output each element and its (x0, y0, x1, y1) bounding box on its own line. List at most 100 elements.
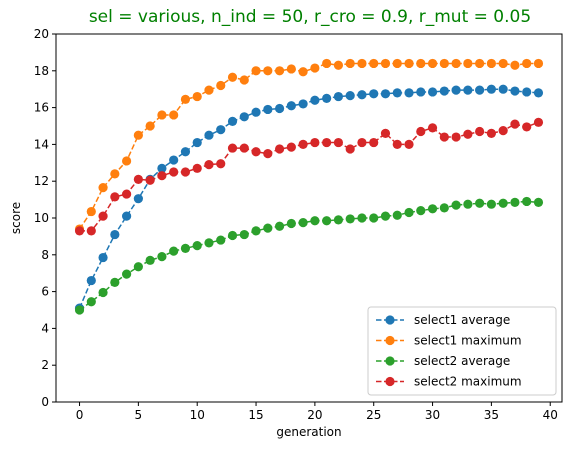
data-point (216, 80, 226, 91)
data-point (392, 88, 402, 98)
data-point (369, 137, 379, 148)
data-point (322, 216, 332, 226)
legend-marker (385, 315, 395, 325)
data-point (74, 226, 85, 236)
series-line (79, 121, 539, 232)
legend: select1 average select1 maximum select2 av… (367, 306, 557, 396)
data-point (416, 58, 426, 69)
data-point (169, 155, 179, 165)
data-point (216, 235, 226, 245)
data-point (192, 163, 202, 173)
data-point (239, 143, 249, 153)
data-point (145, 175, 155, 185)
series-select2-maximum (74, 117, 544, 236)
data-point (180, 94, 191, 104)
data-point (251, 107, 261, 117)
data-point (357, 58, 367, 69)
data-point (110, 229, 120, 240)
y-tick-label: 18 (34, 64, 49, 78)
legend-entry: select2 average (414, 354, 510, 368)
y-tick-label: 16 (34, 101, 49, 115)
plot-area (74, 58, 544, 315)
data-point (533, 117, 544, 127)
data-point (192, 137, 202, 148)
data-point (345, 91, 355, 101)
data-point (380, 58, 391, 69)
data-point (133, 194, 143, 204)
data-point (369, 89, 379, 99)
data-point (486, 128, 496, 138)
data-point (274, 66, 285, 76)
data-point (180, 147, 191, 157)
data-point (110, 277, 120, 287)
data-point (369, 58, 379, 69)
data-point (251, 66, 261, 76)
data-point (486, 84, 496, 94)
data-point (86, 275, 96, 286)
data-point (486, 58, 496, 69)
data-point (263, 104, 273, 115)
data-point (98, 183, 108, 193)
data-point (204, 85, 214, 95)
x-tick-label: 0 (76, 408, 84, 422)
data-point (533, 197, 544, 207)
data-point (298, 67, 308, 77)
data-point (357, 137, 367, 148)
data-point (380, 128, 391, 138)
data-point (133, 262, 143, 272)
data-point (122, 189, 132, 199)
data-point (522, 196, 532, 207)
data-point (510, 197, 520, 207)
data-point (416, 87, 426, 97)
data-point (251, 147, 261, 157)
data-point (475, 126, 485, 137)
y-tick-label: 8 (41, 248, 49, 262)
data-point (298, 218, 308, 228)
data-point (439, 132, 449, 142)
series-select2-average (74, 196, 544, 315)
data-point (416, 126, 426, 137)
data-point (404, 58, 414, 69)
data-point (98, 287, 108, 298)
data-point (439, 86, 449, 96)
data-point (416, 206, 426, 216)
data-point (227, 72, 238, 82)
data-point (463, 85, 473, 95)
data-point (522, 87, 532, 97)
data-point (404, 139, 414, 149)
chart-title: sel = various, n_ind = 50, r_cro = 0.9, … (89, 7, 531, 27)
data-point (227, 116, 238, 126)
legend-box (367, 306, 557, 396)
data-point (98, 211, 108, 221)
data-point (380, 89, 391, 99)
data-point (192, 241, 202, 251)
series-line (79, 200, 539, 311)
data-point (169, 110, 179, 120)
data-point (169, 246, 179, 256)
x-tick-label: 40 (543, 408, 558, 422)
data-point (98, 252, 108, 263)
data-point (498, 198, 508, 208)
data-point (133, 130, 143, 140)
y-tick-label: 10 (34, 211, 49, 225)
data-point (216, 159, 226, 169)
data-point (122, 211, 132, 221)
data-point (145, 121, 155, 131)
x-axis-label: generation (276, 425, 341, 439)
data-point (345, 144, 355, 154)
data-point (427, 58, 438, 69)
data-point (298, 139, 308, 149)
legend-marker (385, 356, 395, 366)
legend-marker (385, 335, 395, 346)
data-point (239, 75, 249, 85)
data-point (216, 125, 226, 135)
data-point (157, 163, 167, 173)
data-point (510, 60, 520, 70)
data-point (110, 192, 120, 202)
data-point (86, 206, 96, 217)
y-tick-label: 6 (41, 285, 49, 299)
y-tick-label: 12 (34, 174, 49, 188)
data-point (392, 58, 402, 69)
data-point (345, 214, 355, 224)
data-point (310, 63, 320, 73)
